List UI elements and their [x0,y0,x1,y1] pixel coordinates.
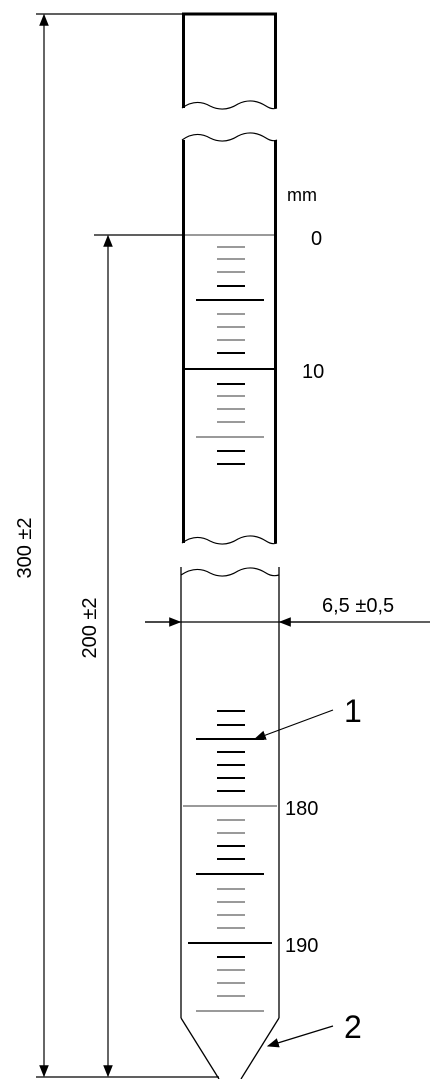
callout-graduation: 1 [253,693,362,740]
callout-1-leader [253,709,334,740]
graduated-length-dimension: 200 ±2 [79,234,183,1078]
graduated-length-label: 200 ±2 [79,597,101,658]
callout-1-label: 1 [344,693,362,729]
tip-right-edge [240,1017,280,1079]
break-line-3 [181,535,278,545]
callout-tip: 2 [266,1009,362,1048]
break-line-2 [181,132,278,142]
overall-length-label: 300 ±2 [14,517,36,578]
scale-label-180: 180 [285,798,318,820]
middle-tube-section [181,132,278,545]
lower-tube-section [180,567,280,1079]
callout-2-label: 2 [344,1009,362,1045]
tip-left-edge [180,1017,220,1079]
break-line-1 [181,100,278,110]
lower-graduation-marks [183,710,277,1012]
upper-graduation-marks [185,234,274,465]
break-line-4 [180,567,280,577]
scale-label-zero: 0 [311,228,322,250]
unit-label: mm [287,185,317,205]
inner-diameter-label: 6,5 ±0,5 [322,595,394,617]
scale-label-190: 190 [285,935,318,957]
upper-tube-section [181,12,278,110]
inner-diameter-dimension: 6,5 ±0,5 [145,595,430,627]
scale-label-ten: 10 [302,361,324,383]
overall-length-dimension: 300 ±2 [14,13,219,1078]
callout-2-leader [266,1025,334,1048]
